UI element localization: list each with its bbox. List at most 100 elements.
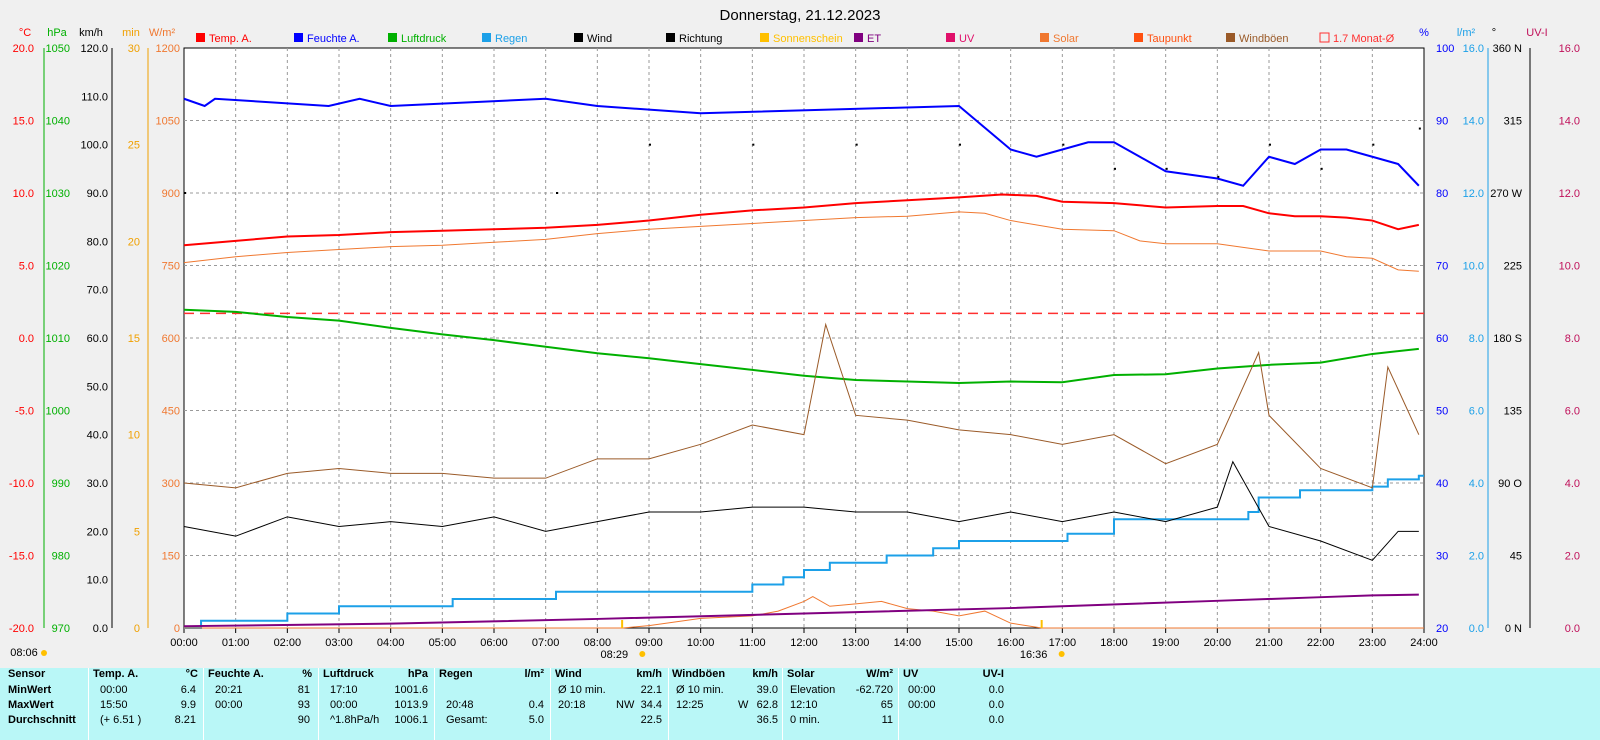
dir-tick: 225: [1504, 261, 1522, 273]
legend-item: Wind: [574, 33, 612, 45]
temp-time: 15:50: [100, 699, 128, 711]
uv-tick: 0.0: [1565, 623, 1580, 635]
dir-tick: 90 O: [1498, 478, 1522, 490]
wind-time: Ø 10 min.: [558, 684, 606, 696]
hum-time: 00:00: [215, 699, 243, 711]
right-axes: % l/m² ° UV-I 100 90 80 70 60 50 40 30 20 16.0 14.0 12.…: [1419, 27, 1580, 635]
wind-tick: 90.0: [87, 188, 108, 200]
pressure-tick: 1020: [46, 261, 70, 273]
dir-tick: 315: [1504, 116, 1522, 128]
rain-tick: 10.0: [1463, 261, 1484, 273]
press-header: Luftdruck: [323, 668, 374, 680]
hum-value: 90: [297, 714, 310, 726]
legend-swatch: [388, 33, 397, 42]
legend: Temp. A. Feuchte A. Luftdruck Regen Wind Rich…: [196, 32, 1395, 45]
temp-value: 9.9: [180, 699, 196, 711]
solar-tick: 150: [162, 551, 180, 563]
legend-swatch: [196, 33, 205, 42]
direction-point: [1114, 167, 1116, 170]
legend-swatch: [1134, 33, 1143, 42]
time-tick: 07:00: [532, 637, 560, 649]
temp-tick: -15.0: [9, 551, 34, 563]
series-regen: [184, 474, 1424, 629]
direction-point: [184, 192, 186, 194]
legend-label: Solar: [1053, 33, 1079, 45]
min-tick: 5: [134, 526, 140, 538]
gust-value: 62.8: [756, 699, 778, 711]
gust-value: 39.0: [756, 684, 778, 696]
legend-item: Sonnenschein: [760, 33, 843, 45]
stats-table: Sensor MinWert MaxWert Durchschnitt Temp. A.…: [0, 668, 1600, 740]
time-tick: 22:00: [1307, 637, 1335, 649]
rain-value: 0.4: [528, 699, 544, 711]
hum-unit: %: [302, 668, 312, 680]
direction-point: [1062, 143, 1065, 146]
series-group: [183, 97, 1424, 629]
uv-tick: 4.0: [1565, 478, 1580, 490]
wind-tick: 100.0: [80, 140, 108, 152]
direction-point: [556, 192, 558, 194]
min-tick: 25: [128, 140, 140, 152]
uv-time: 00:00: [908, 684, 936, 696]
time-tick: 08:00: [584, 637, 612, 649]
time-tick: 00:00: [170, 637, 198, 649]
chart-title: Donnerstag, 21.12.2023: [720, 7, 881, 24]
solar-header: Solar: [787, 668, 815, 680]
solar-tick: 1200: [156, 43, 180, 55]
column-separator: [550, 668, 551, 740]
legend-swatch: [1040, 33, 1049, 42]
temp-tick: -5.0: [15, 406, 34, 418]
solar-unit: W/m²: [866, 668, 893, 680]
press-value: 1001.6: [394, 684, 428, 696]
wind-tick: 70.0: [87, 285, 108, 297]
legend-label: Temp. A.: [209, 33, 252, 45]
grid: [184, 48, 1424, 628]
time-tick: 06:00: [480, 637, 508, 649]
press-value: 1013.9: [394, 699, 428, 711]
rain-value: 5.0: [528, 714, 544, 726]
rain-tick: 4.0: [1469, 478, 1484, 490]
solar-tick: 450: [162, 406, 180, 418]
solar-unit: W/m²: [149, 27, 176, 39]
sunshine-mark: [1040, 620, 1043, 628]
solar-tick: 900: [162, 188, 180, 200]
temp-time: (+ 6.51 ): [100, 714, 142, 726]
legend-label: Feuchte A.: [307, 33, 360, 45]
hum-tick: 60: [1436, 333, 1448, 345]
wind-value: 34.4: [640, 699, 662, 711]
legend-label: Wind: [587, 33, 612, 45]
min-tick: 20: [128, 236, 140, 248]
rain-time: Gesamt:: [446, 714, 488, 726]
legend-label: Regen: [495, 33, 527, 45]
series-et: [183, 593, 1419, 628]
pressure-tick: 980: [52, 551, 70, 563]
legend-swatch: [946, 33, 955, 42]
solar-tick: 0: [174, 623, 180, 635]
direction-point: [752, 143, 755, 146]
gust-unit: km/h: [752, 668, 778, 680]
pressure-tick: 1010: [46, 333, 70, 345]
legend-label: UV: [959, 33, 975, 45]
time-tick: 04:00: [377, 637, 405, 649]
time-tick: 03:00: [325, 637, 353, 649]
press-time: ^1.8hPa/h: [330, 714, 380, 726]
press-time: 00:00: [330, 699, 358, 711]
temp-unit: °C: [185, 668, 198, 680]
time-tick: 14:00: [894, 637, 922, 649]
legend-item: Windböen: [1226, 33, 1289, 45]
time-axis: 00:00 01:00 02:00 03:00 04:00 05:00 06:00 07:00…: [10, 628, 1438, 661]
hum-value: 81: [297, 684, 310, 696]
wind-tick: 40.0: [87, 430, 108, 442]
series-windb-en: [183, 322, 1420, 489]
gust-direction: W: [738, 699, 749, 711]
legend-label: ET: [867, 33, 881, 45]
press-value: 1006.1: [394, 714, 428, 726]
series-solar: [184, 596, 1424, 629]
row-label: MinWert: [8, 684, 52, 696]
column-separator: [668, 668, 669, 740]
column-separator: [782, 668, 783, 740]
direction-point: [959, 143, 961, 146]
gust-header: Windböen: [672, 668, 726, 680]
sunset-label: 16:36: [1020, 649, 1048, 661]
column-separator: [318, 668, 319, 740]
